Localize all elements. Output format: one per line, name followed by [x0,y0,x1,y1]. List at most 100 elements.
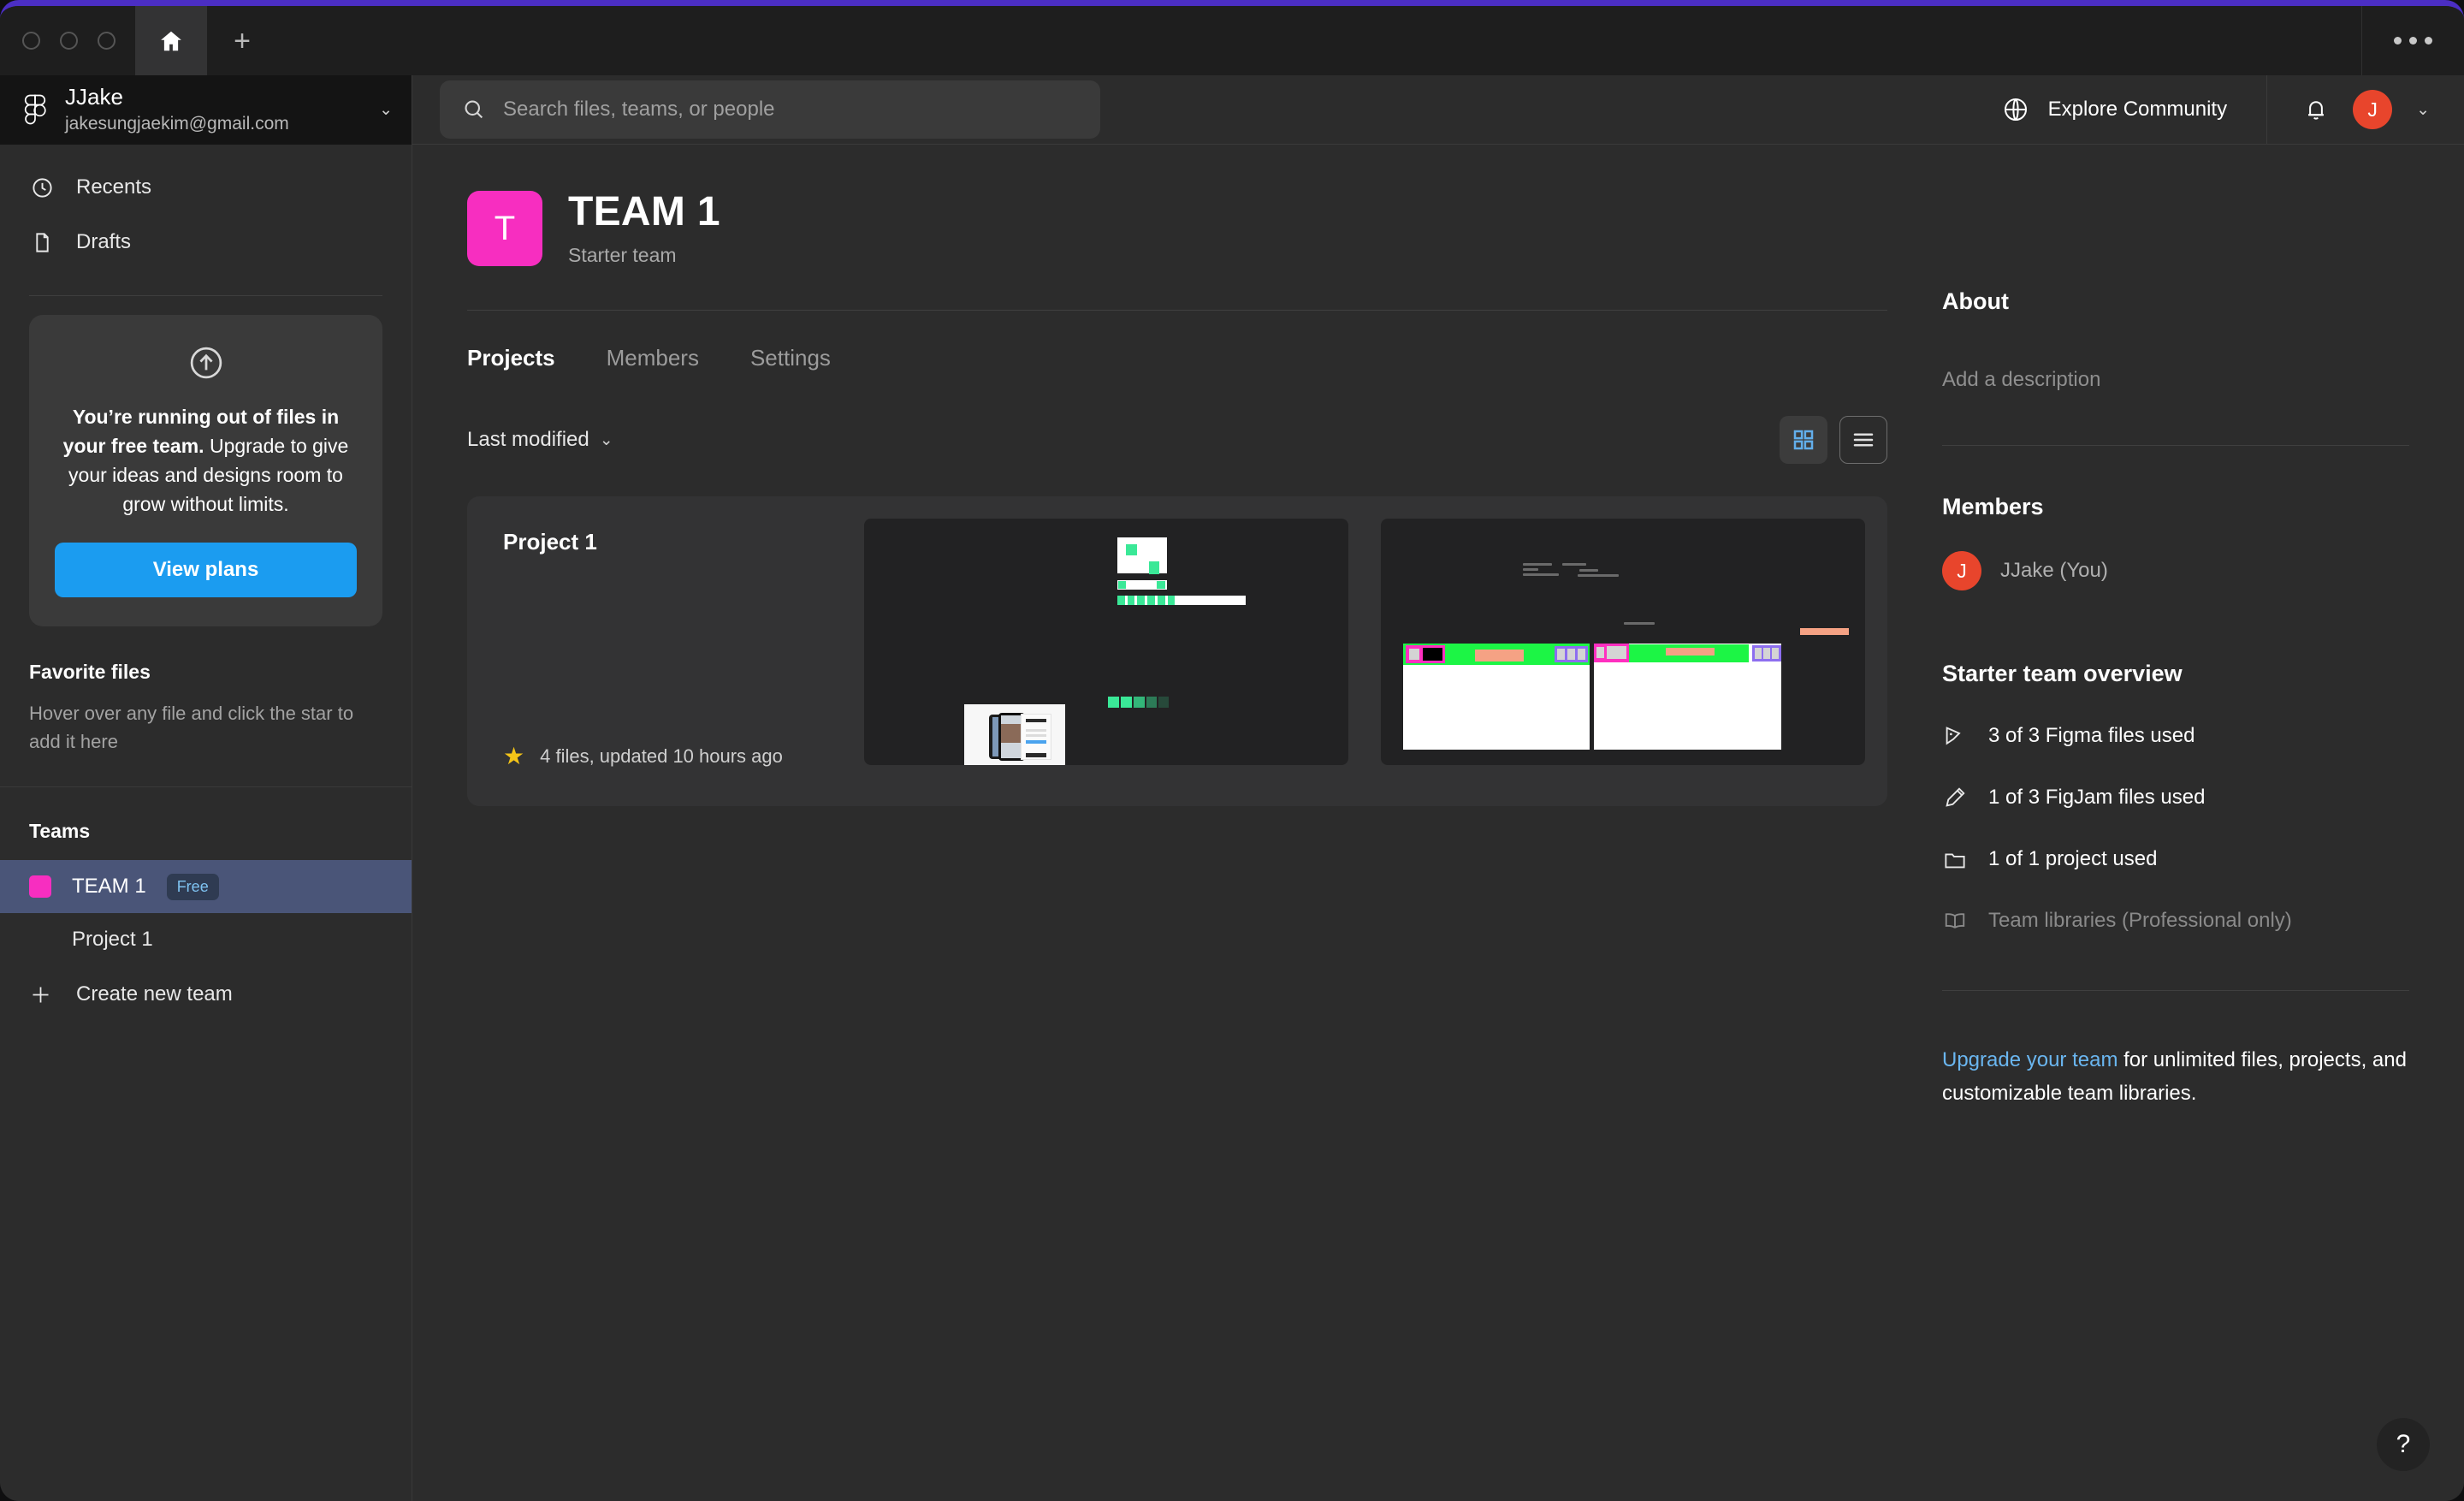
window-titlebar: + [0,6,2464,75]
projects-toolbar: Last modified ⌄ [467,416,1887,465]
clock-icon [31,176,54,199]
search-icon [462,98,486,122]
main-content: T TEAM 1 Starter team Projects Members S… [412,145,2464,1501]
overview-row-projects: 1 of 1 project used [1942,846,2409,872]
upgrade-panel: You’re running out of files in your free… [29,315,382,627]
sidebar-item-label: Recents [76,175,152,199]
sidebar-item-team-1[interactable]: TEAM 1 Free [0,860,412,914]
home-icon [158,28,184,54]
sidebar-item-drafts[interactable]: Drafts [0,215,412,270]
ellipsis-icon [2394,37,2432,44]
sidebar-nav: Recents Drafts [0,145,412,276]
search-input[interactable] [503,98,1078,122]
overview-title: Starter team overview [1942,661,2183,686]
sort-dropdown[interactable]: Last modified ⌄ [467,428,613,452]
member-name-text: JJake [2000,559,2054,582]
sidebar: JJake jakesungjaekim@gmail.com ⌄ Recents [0,75,412,1501]
chevron-down-icon[interactable]: ⌄ [2416,100,2430,119]
view-plans-button[interactable]: View plans [55,543,357,598]
team-name-label: TEAM 1 [72,875,146,899]
create-new-team-label: Create new team [76,982,233,1006]
tab-settings[interactable]: Settings [749,345,831,371]
team-avatar: T [467,191,542,266]
header-divider [467,310,1887,311]
plus-icon [29,983,52,1006]
sidebar-item-project-1[interactable]: Project 1 [72,928,153,952]
page-title: TEAM 1 [568,189,720,234]
about-panel-inner: About Add a description Members J JJake … [1942,288,2409,1111]
teams-section-title: Teams [29,820,91,843]
favorite-files-empty-text: Hover over any file and click the star t… [29,703,354,753]
account-text: JJake jakesungjaekim@gmail.com [65,83,360,135]
avatar: J [1942,551,1981,590]
traffic-lights [0,6,135,75]
account-email: jakesungjaekim@gmail.com [65,113,289,133]
about-divider [1942,445,2409,446]
search-box[interactable] [440,80,1100,139]
titlebar-spacer [277,6,2361,75]
team-header: T TEAM 1 Starter team [467,145,1887,267]
tab-home[interactable] [135,6,207,75]
project-meta: ★ 4 files, updated 10 hours ago [503,742,783,770]
top-toolbar: Explore Community J ⌄ [412,74,2464,145]
tab-projects[interactable]: Projects [467,345,555,371]
overview-row-figma-files: 3 of 3 Figma files used [1942,723,2409,749]
plan-badge: Free [166,873,219,900]
member-name-suffix: (You) [2059,559,2108,582]
explore-community-label: Explore Community [2047,98,2228,121]
sidebar-item-recents[interactable]: Recents [0,160,412,215]
favorite-files-title: Favorite files [29,661,151,684]
members-title: Members [1942,494,2044,519]
file-thumbnail-design-canvas[interactable] [864,519,1348,766]
team-color-swatch-icon [29,875,51,899]
file-icon [31,231,54,254]
team-plan-subtitle: Starter team [568,244,677,267]
sidebar-item-label: Drafts [76,230,132,253]
project-name[interactable]: Project 1 [503,529,597,555]
overview-label: Team libraries (Professional only) [1988,909,2292,932]
file-thumbnail-browser-mockups[interactable] [1381,519,1865,766]
about-panel: About Add a description Members J JJake … [1942,145,2464,1501]
about-title: About [1942,288,2009,314]
question-mark-icon: ? [2396,1430,2411,1458]
account-name: JJake [65,83,123,110]
plus-icon: + [234,24,251,57]
list-view-button[interactable] [1839,416,1887,465]
new-tab-button[interactable]: + [207,6,277,75]
grid-view-button[interactable] [1780,416,1827,465]
upgrade-panel-text: You’re running out of files in your free… [55,402,357,519]
upgrade-cta-rest: for unlimited files, projects, and custo… [1942,1048,2407,1105]
upgrade-cta: Upgrade your team for unlimited files, p… [1942,1044,2409,1111]
about-divider-2 [1942,990,2409,991]
maximize-window-button[interactable] [98,32,116,50]
bell-icon[interactable] [2303,97,2329,122]
member-row[interactable]: J JJake (You) [1942,551,2409,590]
description-input[interactable]: Add a description [1942,368,2101,391]
upgrade-your-team-link[interactable]: Upgrade your team [1942,1048,2118,1071]
figma-logo-icon [24,94,46,127]
help-button[interactable]: ? [2377,1418,2430,1471]
overview-label: 3 of 3 Figma files used [1988,724,2195,747]
window-more-menu-button[interactable] [2361,6,2464,75]
topbar-right-group: J ⌄ [2266,74,2464,145]
star-icon[interactable]: ★ [503,743,525,770]
account-switcher[interactable]: JJake jakesungjaekim@gmail.com ⌄ [0,75,412,145]
team-tabs: Projects Members Settings [467,311,1887,377]
tab-members[interactable]: Members [606,345,699,371]
upgrade-panel-text-bold: You’re running out of files in your free… [62,406,340,458]
list-view-icon [1851,427,1876,453]
team-header-text: TEAM 1 Starter team [568,189,720,267]
sort-dropdown-label: Last modified [467,428,589,452]
user-avatar[interactable]: J [2353,90,2393,129]
explore-community-button[interactable]: Explore Community [2002,96,2266,123]
create-new-team-button[interactable]: Create new team [0,966,412,1023]
globe-icon [2002,96,2029,123]
overview-row-figjam-files: 1 of 3 FigJam files used [1942,785,2409,810]
project-card[interactable]: Project 1 ★ 4 files, updated 10 hours ag… [467,496,1887,807]
minimize-window-button[interactable] [60,32,78,50]
projects-column: T TEAM 1 Starter team Projects Members S… [412,145,1942,807]
close-window-button[interactable] [22,32,40,50]
overview-label: 1 of 1 project used [1988,847,2158,870]
book-icon [1942,908,1968,934]
